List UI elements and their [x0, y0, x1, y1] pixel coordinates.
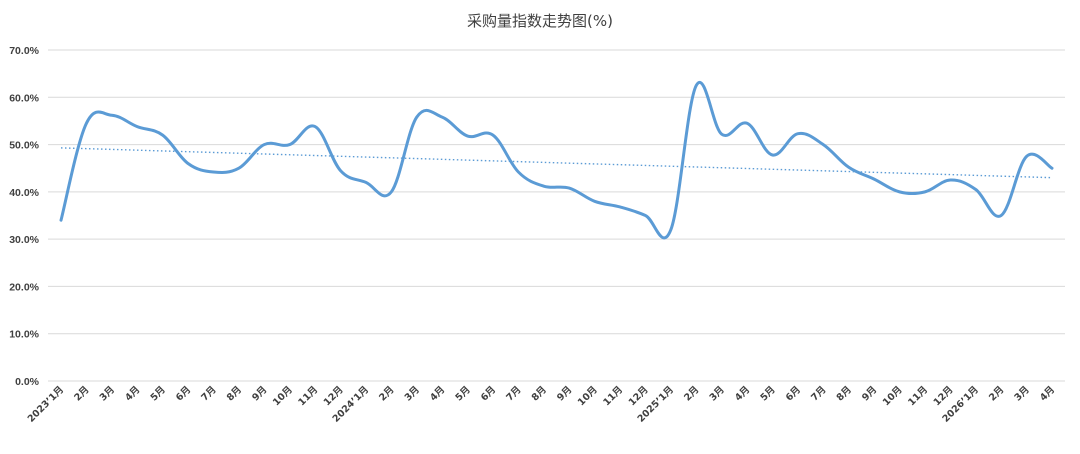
- x-tick-label: 3月: [708, 384, 727, 403]
- x-tick-label: 5月: [454, 384, 473, 403]
- x-tick-label: 3月: [403, 384, 422, 403]
- x-tick-label: 8月: [835, 384, 854, 403]
- x-tick-label: 6月: [479, 384, 498, 403]
- x-tick-label: 5月: [149, 384, 168, 403]
- x-tick-label: 2023’1月: [26, 384, 66, 424]
- y-tick-label: 50.0%: [9, 140, 39, 152]
- x-tick-label: 6月: [784, 384, 803, 403]
- x-tick-label: 11月: [601, 384, 625, 408]
- y-tick-label: 40.0%: [9, 187, 39, 199]
- y-tick-label: 10.0%: [9, 329, 39, 341]
- x-tick-label: 4月: [1038, 384, 1057, 403]
- x-tick-label: 3月: [98, 384, 117, 403]
- trendline-layer: [61, 148, 1052, 178]
- x-tick-label: 3月: [1013, 384, 1032, 403]
- x-tick-label: 9月: [250, 384, 269, 403]
- series-layer: [61, 82, 1052, 238]
- y-axis-tick-labels: 0.0% 10.0% 20.0% 30.0% 40.0% 50.0% 60.0% 70.0%: [9, 45, 39, 388]
- x-tick-label: 4月: [428, 384, 447, 403]
- x-tick-label: 11月: [296, 384, 320, 408]
- x-tick-label: 4月: [733, 384, 752, 403]
- x-tick-label: 4月: [123, 384, 142, 403]
- x-tick-label: 6月: [174, 384, 193, 403]
- x-tick-label: 2月: [72, 384, 91, 403]
- x-tick-label: 7月: [809, 384, 828, 403]
- x-tick-label: 8月: [530, 384, 549, 403]
- x-tick-label: 2月: [987, 384, 1006, 403]
- trendline: [61, 148, 1052, 178]
- x-tick-label: 7月: [504, 384, 523, 403]
- x-tick-label: 9月: [860, 384, 879, 403]
- x-tick-label: 2月: [682, 384, 701, 403]
- x-tick-label: 2月: [377, 384, 396, 403]
- x-tick-label: 11月: [906, 384, 930, 408]
- gridlines: [48, 50, 1065, 381]
- series-line: [61, 82, 1052, 238]
- x-tick-label: 10月: [881, 384, 905, 408]
- y-tick-label: 70.0%: [9, 45, 39, 57]
- x-tick-label: 10月: [271, 384, 295, 408]
- y-tick-label: 20.0%: [9, 281, 39, 293]
- x-tick-label: 9月: [555, 384, 574, 403]
- y-tick-label: 30.0%: [9, 234, 39, 246]
- chart-title: 采购量指数走势图(%): [467, 12, 613, 30]
- y-tick-label: 0.0%: [15, 376, 40, 388]
- x-tick-label: 5月: [758, 384, 777, 403]
- x-tick-label: 10月: [576, 384, 600, 408]
- x-tick-label: 8月: [225, 384, 244, 403]
- x-tick-label: 7月: [199, 384, 218, 403]
- y-tick-label: 60.0%: [9, 92, 39, 104]
